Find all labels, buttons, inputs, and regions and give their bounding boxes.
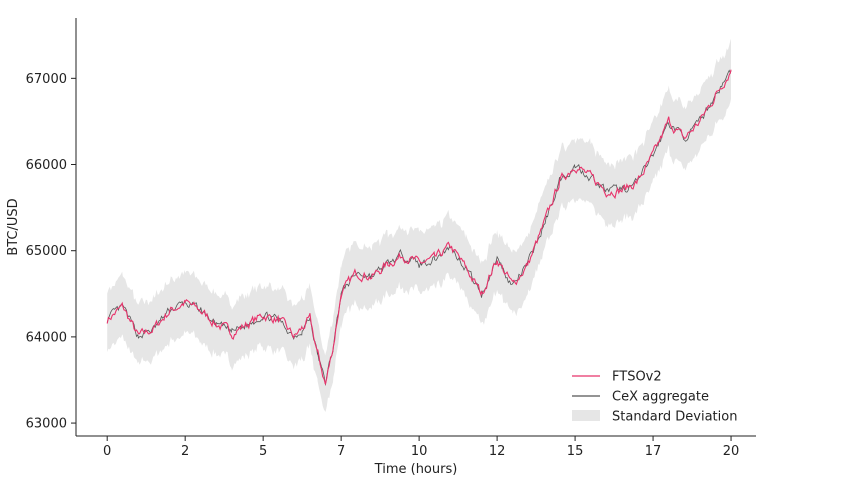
plot-area — [106, 38, 732, 413]
y-tick-label: 67000 — [26, 72, 67, 87]
x-tick-label: 5 — [259, 444, 267, 459]
series-line-cex-aggregate — [106, 69, 732, 386]
y-ticks: 63000 64000 65000 66000 67000 — [26, 72, 76, 432]
x-tick-label: 20 — [723, 444, 740, 459]
x-ticks: 0 2 5 7 10 12 15 17 20 — [103, 436, 739, 459]
y-tick-label: 63000 — [26, 417, 67, 432]
x-axis-label: Time (hours) — [374, 462, 458, 477]
y-tick-label: 66000 — [26, 158, 67, 173]
x-tick-label: 12 — [489, 444, 506, 459]
legend-label-band: Standard Deviation — [612, 410, 737, 425]
series-line-ftsov2 — [106, 69, 732, 386]
x-tick-label: 15 — [567, 444, 584, 459]
legend-label-cex: CeX aggregate — [612, 390, 709, 405]
y-tick-label: 64000 — [26, 330, 67, 345]
x-tick-label: 0 — [103, 444, 111, 459]
legend-label-ftso: FTSOv2 — [612, 370, 662, 385]
axes — [75, 18, 756, 437]
legend-swatch-band — [572, 410, 600, 421]
x-tick-label: 10 — [411, 444, 428, 459]
x-tick-label: 17 — [645, 444, 662, 459]
legend: FTSOv2 CeX aggregate Standard Deviation — [572, 370, 737, 425]
x-tick-label: 2 — [181, 444, 189, 459]
y-tick-label: 65000 — [26, 244, 67, 259]
x-tick-label: 7 — [337, 444, 345, 459]
y-axis-label: BTC/USD — [6, 198, 21, 255]
